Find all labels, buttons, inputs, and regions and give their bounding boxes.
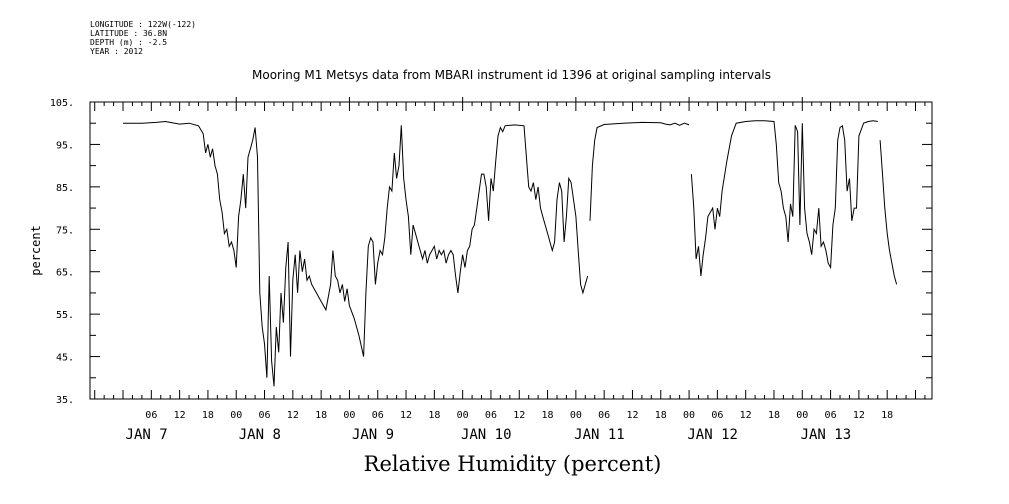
- x-tick-label: 18: [542, 410, 554, 421]
- x-tick-label: 18: [202, 410, 214, 421]
- humidity-series-line: [123, 120, 589, 387]
- day-label: JAN 11: [574, 427, 625, 443]
- x-tick-label: 12: [400, 410, 412, 421]
- humidity-series-line: [589, 121, 690, 221]
- x-tick-label: 06: [372, 410, 384, 421]
- x-tick-label: 18: [428, 410, 440, 421]
- x-tick-label: 06: [485, 410, 497, 421]
- y-tick-label: 85.: [56, 183, 74, 194]
- y-tick-label: 75.: [56, 225, 74, 236]
- day-label: JAN 8: [239, 427, 281, 443]
- x-tick-label: 00: [230, 410, 242, 421]
- y-tick-label: 105.: [50, 98, 74, 109]
- x-tick-label: 06: [145, 410, 157, 421]
- x-tick-label: 18: [881, 410, 893, 421]
- x-tick-label: 00: [570, 410, 582, 421]
- x-tick-label: 00: [683, 410, 695, 421]
- day-label: JAN 7: [126, 427, 168, 443]
- y-tick-label: 65.: [56, 268, 74, 279]
- x-tick-label: 00: [343, 410, 355, 421]
- x-tick-label: 12: [287, 410, 299, 421]
- x-tick-label: 12: [174, 410, 186, 421]
- meta-year: YEAR : 2012: [90, 47, 143, 56]
- day-label: JAN 9: [352, 427, 394, 443]
- x-tick-label: 12: [740, 410, 752, 421]
- y-tick-label: 95.: [56, 140, 74, 151]
- mooring-metadata: LONGITUDE : 122W(-122) LATITUDE : 36.8N …: [90, 20, 196, 56]
- day-label: JAN 10: [461, 427, 512, 443]
- y-axis-label: percent: [29, 225, 43, 276]
- x-tick-label: 18: [315, 410, 327, 421]
- y-tick-label: 45.: [56, 353, 74, 364]
- y-tick-label: 55.: [56, 310, 74, 321]
- day-label: JAN 13: [801, 427, 852, 443]
- x-tick-label: 12: [513, 410, 525, 421]
- x-tick-label: 06: [825, 410, 837, 421]
- meta-latitude: LATITUDE : 36.8N: [90, 29, 168, 38]
- humidity-series-line: [879, 140, 898, 285]
- x-tick-label: 12: [853, 410, 865, 421]
- humidity-series-line: [690, 120, 878, 277]
- x-tick-label: 06: [598, 410, 610, 421]
- plot-frame: [89, 101, 933, 400]
- x-tick-label: 06: [259, 410, 271, 421]
- x-tick-label: 00: [796, 410, 808, 421]
- x-tick-label: 00: [457, 410, 469, 421]
- y-tick-label: 35.: [56, 395, 74, 406]
- day-label: JAN 12: [687, 427, 738, 443]
- x-tick-label: 12: [626, 410, 638, 421]
- x-axis-label: Relative Humidity (percent): [363, 452, 662, 476]
- x-tick-label: 06: [711, 410, 723, 421]
- meta-longitude: LONGITUDE : 122W(-122): [90, 20, 196, 29]
- chart-title: Mooring M1 Metsys data from MBARI instru…: [252, 68, 771, 82]
- x-tick-label: 18: [655, 410, 667, 421]
- meta-depth: DEPTH (m) : -2.5: [90, 38, 168, 47]
- x-tick-label: 18: [768, 410, 780, 421]
